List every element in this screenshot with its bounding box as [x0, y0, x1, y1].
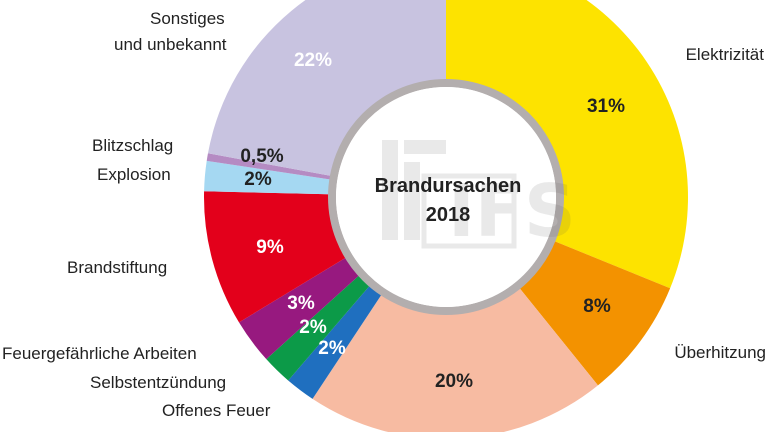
- center-hole: [336, 87, 556, 307]
- slice-percent-label: 2%: [244, 169, 272, 190]
- slice-explosion: [204, 160, 336, 195]
- slice-elektrizität: [446, 0, 688, 289]
- slice-percent-label: 0,5%: [240, 146, 283, 167]
- slice-selbstentzündung: [266, 272, 373, 381]
- slice-percent-label: 2%: [318, 338, 346, 359]
- slice-offenes-feuer: [288, 281, 385, 399]
- inner-ring: [328, 79, 564, 315]
- label-selbstentzuendung: Selbstentzündung: [90, 373, 226, 392]
- slice-percent-label: 31%: [587, 96, 625, 117]
- chart-title: Brandursachen: [375, 175, 522, 197]
- label-feuergefaehrliche-arbeiten: Feuergefährliche Arbeiten: [2, 344, 197, 363]
- slice-percent-label: 22%: [294, 50, 332, 71]
- pie-slices: [204, 0, 688, 432]
- slice-brandstiftung: [204, 191, 351, 323]
- watermark-text: IFS: [448, 169, 576, 253]
- label-elektrizitaet: Elektrizität: [686, 45, 765, 64]
- slice-percent-label: 2%: [299, 317, 327, 338]
- slice-percent-label: 20%: [435, 371, 473, 392]
- slice-blitzschlag: [206, 153, 336, 181]
- label-sonstiges-line2: und unbekannt: [114, 35, 227, 54]
- slice-sonstiges-und-unbekannt: [207, 0, 446, 177]
- label-sonstiges-line1: Sonstiges: [150, 9, 225, 28]
- slice-percent-label: 3%: [287, 293, 315, 314]
- slice-unlabeled: [312, 284, 598, 432]
- slice-percent-label: 8%: [583, 296, 611, 317]
- slice-überhitzung: [516, 239, 671, 386]
- slice-feuergefährliche-arbeiten: [239, 255, 363, 360]
- label-ueberhitzung: Überhitzung: [674, 343, 766, 362]
- watermark-logo: IFS: [382, 140, 576, 253]
- percentage-labels: 31%8%20%2%2%3%9%2%0,5%22%: [240, 50, 625, 392]
- label-explosion: Explosion: [97, 165, 171, 184]
- slice-percent-label: 9%: [256, 237, 284, 258]
- label-brandstiftung: Brandstiftung: [67, 258, 167, 277]
- label-blitzschlag: Blitzschlag: [92, 136, 173, 155]
- label-offenes-feuer: Offenes Feuer: [162, 401, 271, 420]
- chart-subtitle: 2018: [426, 204, 471, 226]
- category-labels: Sonstiges und unbekannt Elektrizität Bli…: [2, 9, 766, 420]
